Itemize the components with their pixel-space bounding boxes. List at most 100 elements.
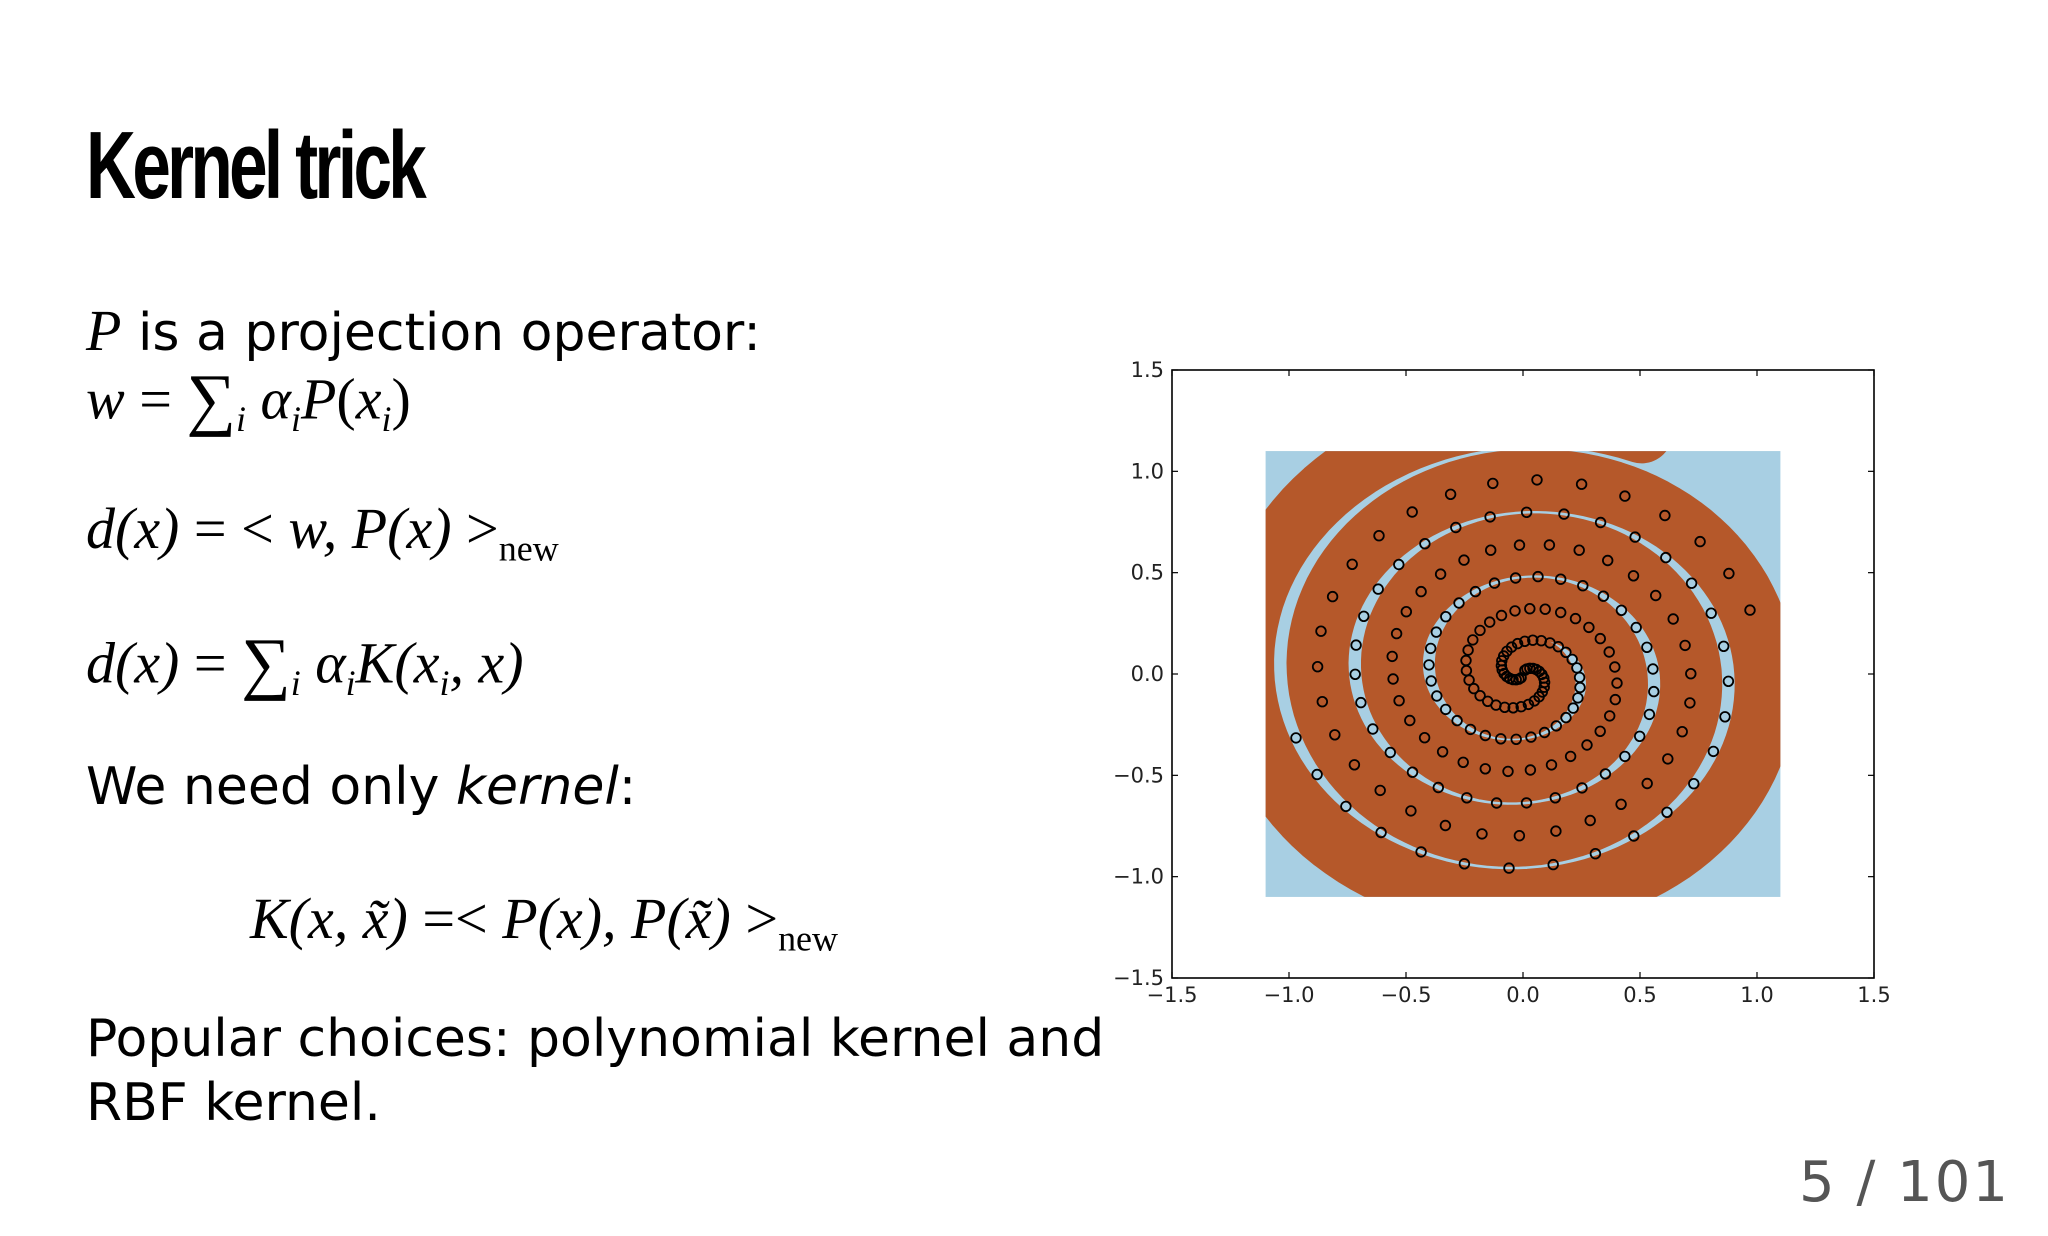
y-tick-label: −0.5 <box>1113 763 1164 787</box>
p-symbol: P <box>86 298 122 363</box>
scatter-point <box>1510 733 1522 746</box>
scatter-point <box>1482 695 1494 708</box>
scatter-point <box>1487 477 1499 490</box>
scatter-point <box>1662 753 1674 765</box>
x-axis: −1.5 −1.0 −0.5 0.0 0.5 1.0 1.5 <box>1147 370 1891 1007</box>
scatter-point <box>1660 551 1672 564</box>
scatter-point <box>1641 777 1653 790</box>
scatter-point <box>1524 764 1537 776</box>
scatter-point <box>1560 646 1572 659</box>
scatter-point <box>1507 702 1519 714</box>
scatter-point <box>1547 858 1559 871</box>
scatter-point <box>1594 632 1607 645</box>
scatter-point <box>1627 570 1640 582</box>
scatter-point <box>1577 579 1589 592</box>
scatter-point <box>1615 604 1628 616</box>
scatter-point <box>1315 625 1327 637</box>
scatter-point <box>1611 677 1623 689</box>
x-var-4: x <box>478 630 505 696</box>
scatter-point <box>1511 637 1524 650</box>
scatter-point <box>1509 572 1522 584</box>
p-op: P <box>300 366 337 432</box>
y-tick-label: −1.5 <box>1113 966 1164 990</box>
scatter-point <box>1390 627 1403 640</box>
x-subscript-2: i <box>439 663 450 704</box>
scatter-point <box>1515 701 1527 713</box>
scatter-point <box>1464 723 1477 736</box>
scatter-point <box>1490 797 1503 809</box>
scatter-point <box>1572 692 1584 704</box>
scatter-point <box>1564 750 1577 763</box>
scatter-point <box>1685 668 1697 680</box>
scatter-point <box>1647 663 1659 675</box>
scatter-point <box>1440 703 1452 716</box>
scatter-point <box>1340 800 1352 813</box>
scatter-point <box>1415 585 1427 598</box>
scatter-point <box>1566 653 1578 666</box>
sum-subscript: i <box>236 399 247 440</box>
x-tick-label: 0.0 <box>1506 983 1539 1007</box>
scatter-point <box>1539 603 1551 615</box>
scatter-point <box>1604 710 1616 722</box>
x-var-3: x <box>413 630 440 696</box>
scatter-point <box>1524 603 1536 615</box>
scatter-point <box>1450 521 1462 534</box>
scatter-point <box>1609 693 1622 706</box>
y-tick-label: 1.5 <box>1131 358 1164 382</box>
scatter-point <box>1634 730 1646 743</box>
scatter-point <box>1659 509 1671 522</box>
need-suffix: : <box>618 757 637 817</box>
eq-sign-2: = <box>179 496 242 561</box>
x-var: x <box>355 366 382 432</box>
scatter-point <box>1648 685 1660 698</box>
scatter-point <box>1503 862 1515 874</box>
x-tick-label: −1.0 <box>1264 983 1315 1007</box>
scatter-point <box>1326 590 1339 603</box>
scatter-point <box>1574 681 1586 694</box>
scatter-point <box>1457 756 1469 769</box>
kernel-rhs: P(x), P(x̃) <box>502 886 731 951</box>
scatter-point <box>1509 605 1521 617</box>
scatter-points <box>1290 474 1756 874</box>
scatter-point <box>1430 626 1443 638</box>
lt-bracket: < <box>241 496 289 561</box>
scatter-point <box>1718 640 1730 653</box>
scatter-point <box>1451 714 1463 727</box>
scatter-point <box>1393 695 1405 707</box>
eq-sign: = <box>124 366 187 432</box>
gt-bracket: > <box>451 496 499 561</box>
scatter-point <box>1567 702 1579 714</box>
scatter-point <box>1316 696 1329 708</box>
scatter-point <box>1569 612 1582 625</box>
scatter-point <box>1355 696 1367 709</box>
kernel-new-subscript: new <box>778 918 838 959</box>
alpha-subscript: i <box>290 399 301 440</box>
scatter-point <box>1461 792 1473 804</box>
scatter-point <box>1560 711 1572 724</box>
scatter-point <box>1594 516 1607 529</box>
new-subscript: new <box>498 528 559 569</box>
need-prefix: We need only <box>86 757 456 817</box>
scatter-point <box>1474 690 1486 702</box>
scatter-point <box>1723 567 1735 580</box>
scatter-point <box>1348 759 1361 771</box>
dx-kernel-sum: d(x) = ∑i αiK(xi, x) <box>86 625 524 704</box>
scatter-point <box>1495 609 1508 622</box>
scatter-point <box>1462 644 1474 656</box>
x-subscript: i <box>381 399 392 440</box>
scatter-point <box>1460 654 1472 667</box>
scatter-point <box>1479 763 1492 775</box>
scatter-point <box>1583 621 1595 634</box>
scatter-point <box>1484 511 1496 523</box>
scatter-point <box>1707 745 1720 758</box>
scatter-point <box>1484 616 1496 628</box>
scatter-point <box>1641 641 1653 654</box>
scatter-point <box>1619 750 1631 763</box>
scatter-point <box>1434 568 1447 580</box>
alpha-symbol: α <box>260 366 291 432</box>
scatter-point <box>1350 639 1362 651</box>
popular-line-1: Popular choices: polynomial kernel and <box>86 1009 1105 1069</box>
w-equation: w = ∑i αiP(xi) <box>86 361 411 440</box>
kernel-definition: K(x, x̃) =< P(x), P(x̃) >new <box>250 884 838 961</box>
scatter-point <box>1528 695 1541 707</box>
